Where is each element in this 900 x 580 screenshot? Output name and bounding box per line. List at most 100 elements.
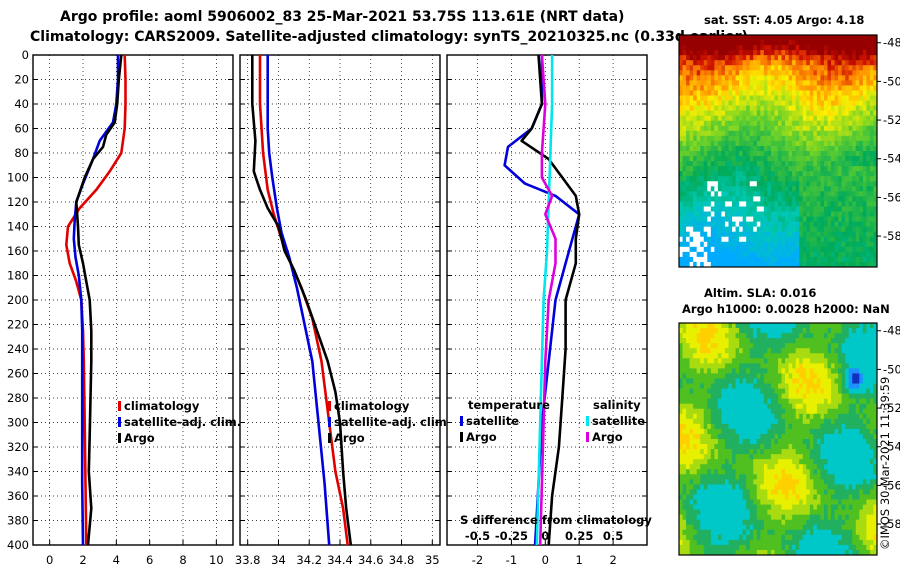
map-cell <box>862 504 867 511</box>
map-cell <box>855 156 860 162</box>
map-cell <box>732 191 736 197</box>
map-cell <box>693 333 698 339</box>
map-cell <box>679 494 683 500</box>
map-cell <box>838 135 843 142</box>
map-cell <box>763 504 768 511</box>
map-cell <box>717 100 722 107</box>
map-cell <box>845 145 850 152</box>
map-cell <box>788 494 793 500</box>
map-cell <box>873 444 878 450</box>
map-cell <box>700 484 705 490</box>
map-cell <box>756 166 761 172</box>
map-cell <box>834 186 839 192</box>
map-cell <box>742 80 747 86</box>
map-cell <box>816 115 821 122</box>
map-cell <box>721 196 726 202</box>
map-cell <box>679 474 683 480</box>
y-tick-label: 280 <box>7 391 29 405</box>
map-cell <box>774 50 779 56</box>
map-cell <box>859 333 864 339</box>
map-cell <box>703 504 708 511</box>
map-cell <box>781 474 786 480</box>
map-cell <box>760 75 765 81</box>
map-cell <box>785 251 790 258</box>
map-cell <box>816 236 821 243</box>
map-cell <box>739 140 744 147</box>
map-cell <box>795 428 800 435</box>
map-cell <box>813 236 818 243</box>
map-cell <box>873 489 878 495</box>
map-cell <box>742 353 747 359</box>
map-cell <box>742 216 747 223</box>
map-cell <box>710 353 715 359</box>
map-cell <box>714 221 719 228</box>
map-cell <box>841 444 846 450</box>
map-cell <box>848 423 853 430</box>
map-cell <box>831 151 835 157</box>
map-cell <box>806 75 811 81</box>
map-cell <box>774 343 779 349</box>
map-cell <box>838 251 843 258</box>
map-cell <box>696 65 701 71</box>
map-cell <box>717 45 722 51</box>
map-cell <box>739 120 744 127</box>
map-cell <box>806 469 811 475</box>
map-cell <box>838 328 843 334</box>
map-cell <box>809 186 814 192</box>
map-cell <box>866 105 871 112</box>
map-cell <box>859 256 864 263</box>
map-cell <box>724 211 729 217</box>
map-cell <box>714 484 719 490</box>
map-cell <box>795 403 800 410</box>
map-cell <box>756 484 761 490</box>
map-cell <box>703 151 708 157</box>
map-cell <box>693 90 698 96</box>
map-cell <box>714 373 719 379</box>
map-cell <box>806 353 811 359</box>
map-cell <box>714 338 719 344</box>
map-cell <box>710 398 715 405</box>
map-cell <box>763 373 768 379</box>
map-cell <box>778 408 782 415</box>
map-cell <box>732 418 736 425</box>
map-cell <box>770 439 775 445</box>
map-cell <box>859 176 864 182</box>
map-cell <box>753 45 758 51</box>
map-cell <box>770 156 775 162</box>
map-cell <box>724 40 729 46</box>
map-cell <box>788 105 793 112</box>
map-cell <box>686 55 691 61</box>
map-cell <box>774 251 779 258</box>
map-cell <box>866 166 871 172</box>
map-cell <box>746 120 751 127</box>
map-cell <box>848 70 853 76</box>
map-cell <box>823 479 828 485</box>
map-cell <box>682 35 687 41</box>
map-cell <box>700 474 705 480</box>
map-cell <box>700 261 705 268</box>
map-cell <box>848 479 853 485</box>
map-cell <box>710 130 715 137</box>
map-cell <box>799 55 804 61</box>
map-cell <box>788 378 793 384</box>
map-cell <box>707 464 712 470</box>
map-cell <box>763 35 768 41</box>
map-cell <box>735 181 740 187</box>
map-cell <box>724 413 729 420</box>
map-cell <box>749 423 754 430</box>
map-cell <box>689 388 694 395</box>
map-cell <box>710 140 715 147</box>
map-cell <box>696 186 701 192</box>
map-cell <box>682 373 687 379</box>
map-cell <box>816 418 821 425</box>
map-cell <box>746 489 751 495</box>
y-tick-label: 240 <box>7 342 29 356</box>
map-cell <box>838 338 843 344</box>
map-cell <box>831 35 835 41</box>
map-cell <box>873 474 878 480</box>
map-cell <box>679 489 683 495</box>
map-cell <box>827 201 832 207</box>
map-cell <box>756 363 761 369</box>
map-cell <box>845 125 850 132</box>
map-cell <box>838 181 843 187</box>
